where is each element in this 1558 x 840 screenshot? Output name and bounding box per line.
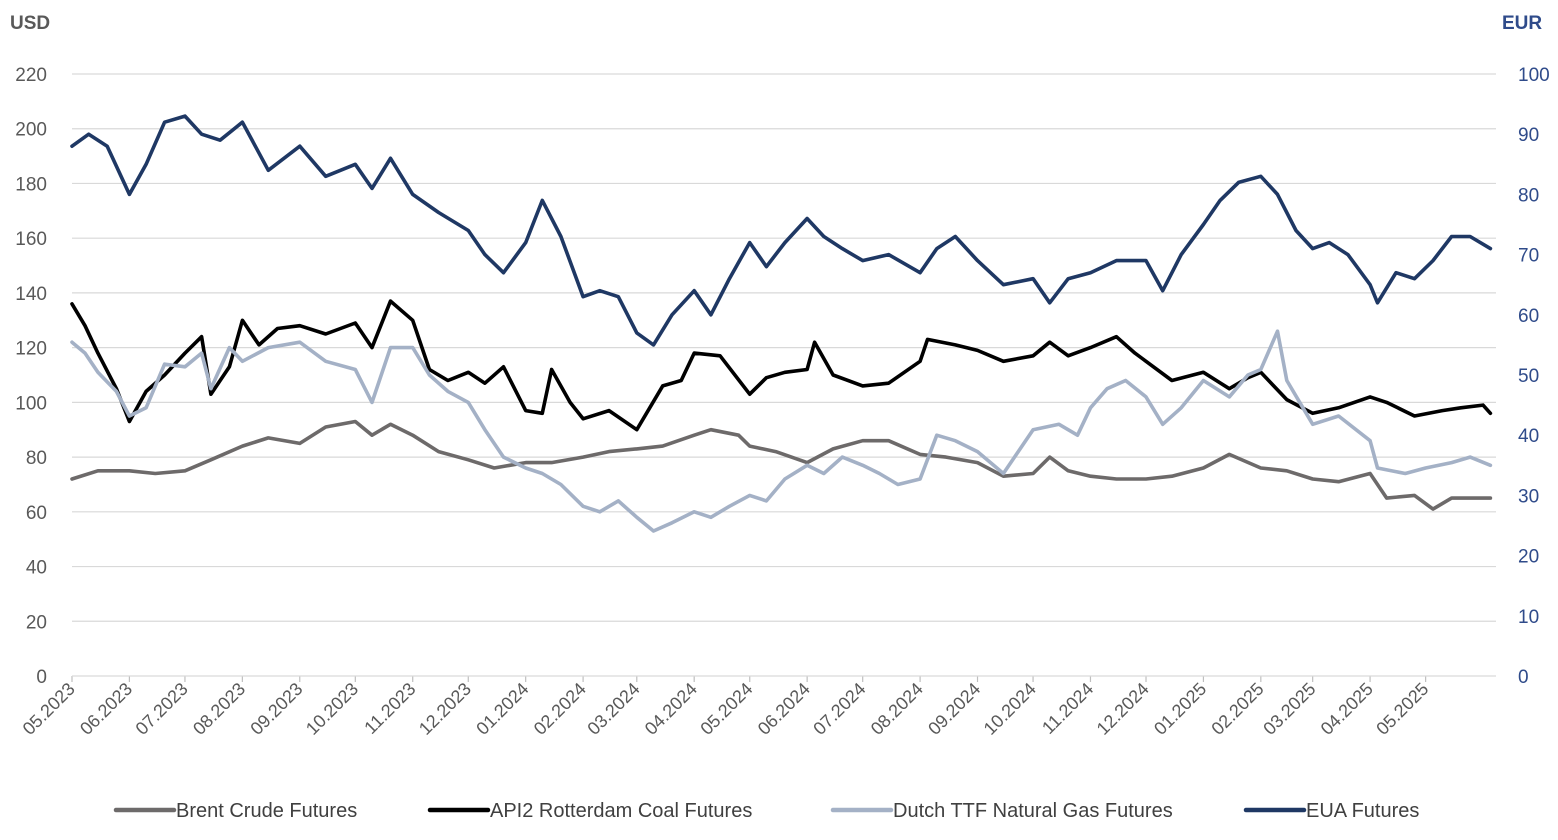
left-tick-label: 100 xyxy=(15,393,47,414)
x-tick-label: 02.2024 xyxy=(530,679,590,739)
series-line xyxy=(70,114,1493,347)
x-tick-label: 05.2025 xyxy=(1372,679,1432,739)
right-tick-label: 70 xyxy=(1518,246,1539,267)
right-tick-label: 80 xyxy=(1518,185,1539,206)
x-tick-label: 09.2023 xyxy=(246,679,306,739)
x-tick-label: 04.2025 xyxy=(1317,679,1377,739)
left-tick-label: 120 xyxy=(15,339,47,360)
left-tick-label: 200 xyxy=(15,120,47,141)
x-tick-label: 01.2024 xyxy=(472,679,532,739)
right-tick-label: 100 xyxy=(1518,65,1550,86)
legend-label: API2 Rotterdam Coal Futures xyxy=(490,800,752,822)
x-tick-label: 08.2024 xyxy=(867,679,927,739)
x-tick-label: 02.2025 xyxy=(1207,679,1267,739)
legend: Brent Crude Futures API2 Rotterdam Coal F… xyxy=(113,800,1419,822)
right-axis-ticks: 0 10 20 30 40 50 60 70 80 90 100 xyxy=(1518,65,1550,688)
x-tick-label: 10.2023 xyxy=(302,679,362,739)
x-tick-label: 07.2023 xyxy=(132,679,192,739)
left-tick-label: 160 xyxy=(15,229,47,250)
left-tick-label: 40 xyxy=(26,558,47,579)
right-tick-label: 50 xyxy=(1518,366,1539,387)
right-tick-label: 30 xyxy=(1518,486,1539,507)
x-tick-label: 12.2024 xyxy=(1093,679,1153,739)
x-tick-label: 09.2024 xyxy=(924,679,984,739)
x-axis-ticks: 05.202306.202307.202308.202309.202310.20… xyxy=(19,676,1432,739)
x-tick-label: 05.2024 xyxy=(696,679,756,739)
series-line xyxy=(70,419,1493,511)
left-tick-label: 140 xyxy=(15,284,47,305)
series-line xyxy=(70,329,1493,533)
x-tick-label: 11.2023 xyxy=(360,679,419,738)
left-tick-label: 60 xyxy=(26,503,47,524)
left-axis-ticks: 0 20 40 60 80 100 120 140 160 180 200 220 xyxy=(15,65,47,688)
x-tick-label: 03.2024 xyxy=(583,679,643,739)
right-tick-label: 10 xyxy=(1518,607,1539,628)
legend-label: Dutch TTF Natural Gas Futures xyxy=(893,800,1173,822)
left-tick-label: 80 xyxy=(26,448,47,469)
left-axis-unit: USD xyxy=(10,13,50,34)
right-tick-label: 20 xyxy=(1518,547,1539,568)
right-tick-label: 90 xyxy=(1518,125,1539,146)
x-tick-label: 08.2023 xyxy=(189,679,249,739)
series-line xyxy=(70,299,1493,432)
right-tick-label: 60 xyxy=(1518,306,1539,327)
x-tick-label: 10.2024 xyxy=(980,679,1040,739)
legend-label: EUA Futures xyxy=(1306,800,1419,822)
right-tick-label: 40 xyxy=(1518,426,1539,447)
right-axis-unit: EUR xyxy=(1502,13,1542,34)
x-tick-label: 05.2023 xyxy=(19,679,79,739)
x-tick-label: 06.2024 xyxy=(754,679,814,739)
x-tick-label: 04.2024 xyxy=(641,679,701,739)
left-tick-label: 220 xyxy=(15,65,47,86)
legend-label: Brent Crude Futures xyxy=(176,800,357,822)
x-tick-label: 11.2024 xyxy=(1038,679,1097,738)
x-tick-label: 12.2023 xyxy=(415,679,475,739)
left-tick-label: 0 xyxy=(36,667,47,688)
x-tick-label: 07.2024 xyxy=(809,679,869,739)
left-tick-label: 20 xyxy=(26,612,47,633)
left-tick-label: 180 xyxy=(15,174,47,195)
x-tick-label: 01.2025 xyxy=(1150,679,1210,739)
x-tick-label: 03.2025 xyxy=(1259,679,1319,739)
x-tick-label: 06.2023 xyxy=(76,679,136,739)
right-tick-label: 0 xyxy=(1518,667,1529,688)
series-lines xyxy=(70,114,1493,533)
